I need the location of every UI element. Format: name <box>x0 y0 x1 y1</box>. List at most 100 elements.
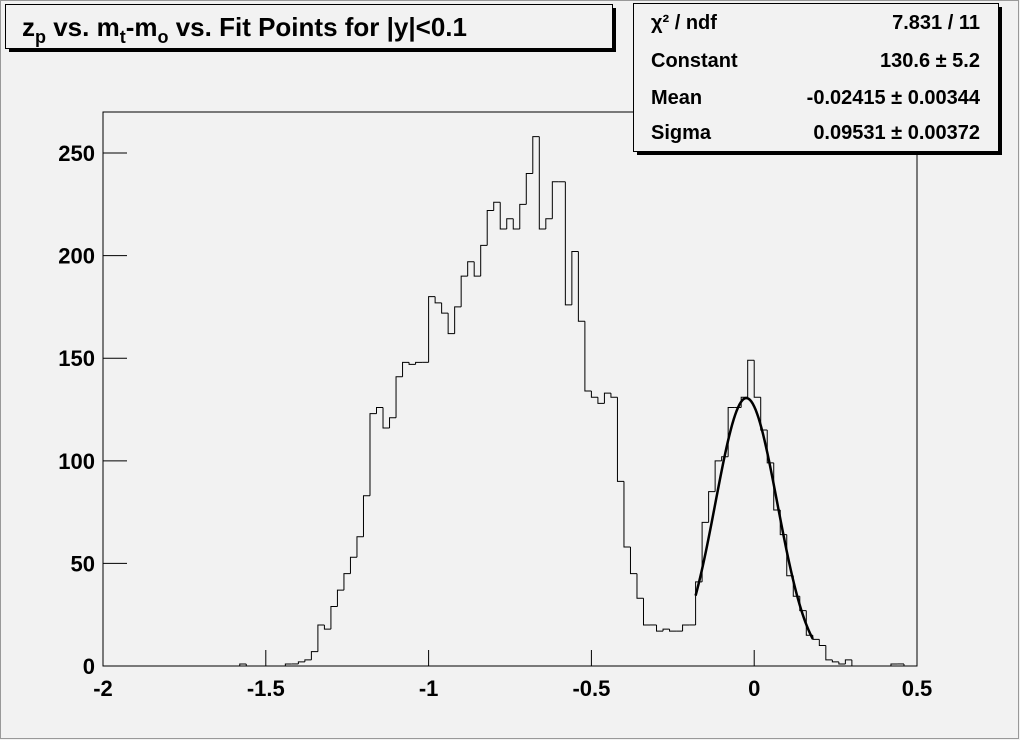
histogram-bin <box>616 397 624 482</box>
histogram-bin <box>890 663 898 666</box>
plot-frame <box>102 111 918 667</box>
x-tick-label: 0.5 <box>902 676 933 701</box>
histogram-bin <box>603 392 611 404</box>
stat-value: -0.02415 ± 0.00344 <box>807 87 981 109</box>
histogram-bin <box>577 251 585 322</box>
histogram-bin <box>415 361 423 365</box>
histogram-bin <box>844 659 852 664</box>
title-subscript: o <box>158 27 169 47</box>
histogram-bin <box>239 663 247 666</box>
title-text: vs. m <box>46 12 120 42</box>
y-tick-label: 50 <box>71 551 95 576</box>
histogram-bin <box>525 173 533 205</box>
histogram-bin <box>656 624 664 632</box>
histogram-bin <box>376 406 384 414</box>
stat-value: 130.6 ± 5.2 <box>880 50 980 72</box>
stat-value: 0.09531 ± 0.00372 <box>813 122 980 144</box>
title-subscript: p <box>35 27 46 47</box>
histogram-bin <box>747 359 755 398</box>
x-tick-label: -1 <box>419 676 439 701</box>
stat-name: χ² / ndf <box>651 12 717 34</box>
histogram-bin <box>766 430 774 464</box>
histogram-bin <box>597 397 605 404</box>
histogram-bin <box>493 201 501 211</box>
histogram-bin <box>284 663 292 666</box>
histogram-bin <box>682 624 690 632</box>
stat-name: Sigma <box>651 122 712 144</box>
histogram-bin <box>551 181 559 219</box>
histogram-bin <box>838 661 846 665</box>
histogram-bin <box>245 663 253 667</box>
histogram-bin <box>506 218 514 229</box>
x-tick-label: 0 <box>748 676 760 701</box>
histogram-bin <box>623 481 631 548</box>
histogram-bin <box>402 361 410 377</box>
histogram-bin <box>610 393 618 398</box>
x-tick-label: -1.5 <box>247 676 285 701</box>
title-text: -m <box>126 12 158 42</box>
histogram-bin <box>382 407 390 429</box>
histogram-bin <box>317 624 325 652</box>
histogram-bin <box>480 244 488 277</box>
y-tick-label: 250 <box>58 141 95 166</box>
title-text: z <box>22 12 35 42</box>
histogram-bin <box>454 306 462 334</box>
histogram-bin <box>519 203 527 229</box>
histogram-bin <box>323 624 331 630</box>
histogram-bin <box>669 629 677 632</box>
title-box <box>5 4 613 49</box>
histogram-bin <box>304 659 312 662</box>
histogram-bin <box>564 181 572 306</box>
stat-name: Mean <box>651 87 702 109</box>
histogram-bin <box>349 556 357 574</box>
histogram-bin <box>447 313 455 335</box>
histogram-bin <box>460 275 468 307</box>
histogram-bin <box>662 628 670 632</box>
histogram-bin <box>467 261 475 277</box>
y-tick-label: 200 <box>58 244 95 269</box>
histogram-bin <box>721 456 729 461</box>
stat-name: Constant <box>651 50 738 72</box>
histogram-bin <box>701 521 709 582</box>
histogram-bin <box>851 659 859 667</box>
y-tick-label: 100 <box>58 449 95 474</box>
histogram-bin <box>538 136 546 230</box>
y-tick-label: 0 <box>83 654 95 679</box>
chart-title: zp vs. mt-mo vs. Fit Points for |y|<0.1 <box>22 12 467 47</box>
histogram-bin <box>831 659 839 663</box>
histogram-bin <box>708 491 716 523</box>
x-tick-label: -2 <box>93 676 113 701</box>
histogram-bin <box>571 251 579 305</box>
y-tick-label: 150 <box>58 346 95 371</box>
histogram-bin <box>362 495 370 537</box>
histogram-bin <box>408 362 416 365</box>
stat-value: 7.831 / 11 <box>892 12 980 34</box>
histogram-bin <box>636 573 644 599</box>
histogram-bin <box>753 360 761 398</box>
histogram-bin <box>486 209 494 246</box>
histogram-bin <box>590 391 598 398</box>
histogram-bin <box>545 218 553 229</box>
histogram-bin <box>310 651 318 660</box>
x-tick-label: -0.5 <box>572 676 610 701</box>
histogram-bin <box>584 321 592 392</box>
histogram-bin <box>532 136 540 174</box>
histogram-bin <box>434 296 442 304</box>
title-text: vs. Fit Points for |y|<0.1 <box>169 12 467 42</box>
histogram-bin <box>818 639 826 646</box>
histogram-bin <box>499 202 507 230</box>
histogram-bin <box>356 536 364 558</box>
histogram-bin <box>473 261 481 277</box>
histogram-bin <box>714 460 722 492</box>
histogram-bin <box>825 645 833 661</box>
histogram-bin <box>903 663 911 667</box>
histogram-bin <box>336 589 344 607</box>
histogram-bin <box>369 413 377 496</box>
histogram-bin <box>629 546 637 575</box>
histogram-bin <box>297 661 305 664</box>
histogram-bin <box>343 573 351 591</box>
histogram-bin <box>441 302 449 314</box>
fit-curve <box>694 396 814 640</box>
histogram-bin <box>330 605 338 630</box>
